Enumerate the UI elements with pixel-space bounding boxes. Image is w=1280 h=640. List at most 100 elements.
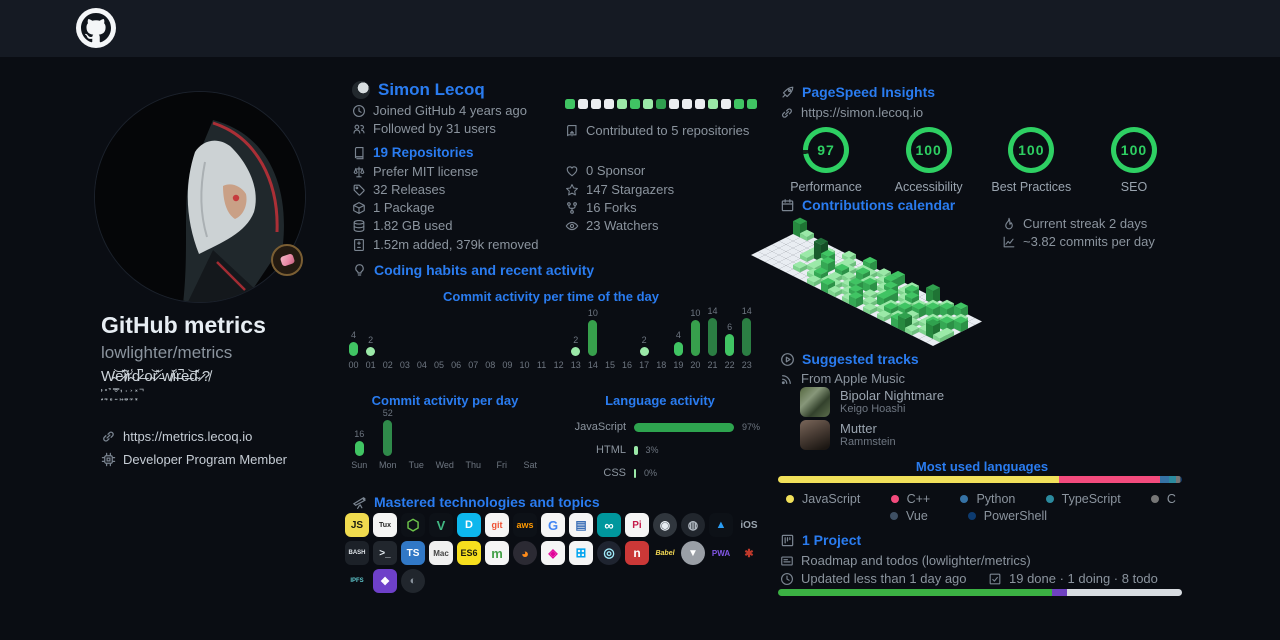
languages-legend-row-1: JavaScript C++ Python TypeScript C — [786, 492, 1176, 506]
legend-dot — [890, 495, 899, 503]
package-icon — [353, 201, 365, 214]
track-item: Bipolar Nightmare Keigo Hoashi — [800, 387, 944, 417]
arduino-icon: ∞ — [597, 513, 621, 537]
habits-header: Coding habits and recent activity — [352, 262, 594, 278]
packages-text: 1 Package — [373, 200, 435, 215]
bar-slot: 14 21 — [707, 306, 718, 370]
legend-item: JavaScript — [786, 492, 860, 506]
contribution-square — [747, 99, 757, 109]
bar-slot: Sat — [523, 460, 537, 470]
project-name-text: Roadmap and todos (lowlighter/metrics) — [801, 553, 1031, 568]
raspberry-pi-icon: Pi — [625, 513, 649, 537]
purple-app-icon: ❖ — [373, 569, 397, 593]
calendar-header: Contributions calendar — [780, 197, 955, 213]
track-artist: Keigo Hoashi — [840, 403, 906, 415]
storage-row: 1.82 GB used — [352, 218, 453, 233]
bar-slot: 12 — [553, 360, 564, 370]
octocat-icon — [81, 13, 111, 43]
bar-slot: 14 23 — [741, 306, 752, 370]
bar-slot: 16 Sun — [351, 428, 368, 470]
diff-text: 1.52m added, 379k removed — [373, 237, 539, 252]
legend-dot — [890, 512, 898, 520]
graphql-icon: ◈ — [541, 541, 565, 565]
law-icon — [353, 166, 365, 177]
language-segment — [1058, 476, 1160, 483]
membership-text: Developer Program Member — [123, 452, 288, 467]
es6-icon: ES6 — [457, 541, 481, 565]
contribution-square — [708, 99, 718, 109]
contribution-square — [695, 99, 705, 109]
sponsors-text: 0 Sponsor — [586, 163, 646, 178]
pagespeed-url[interactable]: https://simon.lecoq.io — [801, 105, 924, 120]
album-art — [800, 420, 830, 450]
play-icon — [781, 352, 794, 366]
bar-slot: 07 — [468, 360, 479, 370]
language-activity-row: CSS 0% — [603, 467, 658, 479]
pagespeed-link[interactable]: PageSpeed Insights — [802, 84, 936, 100]
pagespeed-gauges: 97 Performance 100 Accessibility 100 Best Pra… — [778, 127, 1182, 194]
bar-slot: 18 — [656, 360, 667, 370]
bar-slot: 15 — [604, 360, 615, 370]
pagespeed-url-row: https://simon.lecoq.io — [780, 105, 923, 120]
legend-item: PowerShell — [967, 509, 1047, 523]
cpu-icon — [101, 452, 116, 467]
bar-slot: 06 — [451, 360, 462, 370]
languages-title: Most used languages — [915, 459, 1049, 474]
contributed-row: Contributed to 5 repositories — [565, 123, 749, 138]
electron-icon: ◎ — [597, 541, 621, 565]
avatar-illustration — [95, 92, 305, 302]
vercel-icon: ▼ — [681, 541, 705, 565]
bar-slot: Fri — [496, 460, 508, 470]
bar-slot: 52 Mon — [378, 408, 397, 470]
website-link[interactable]: https://metrics.lecoq.io — [123, 429, 253, 444]
language-segment — [1175, 476, 1180, 483]
pagespeed-gauge: 100 SEO — [1086, 127, 1182, 194]
legend-item: C — [1150, 492, 1176, 506]
bar-slot: Thu — [465, 460, 481, 470]
track-title: Bipolar Nightmare — [840, 388, 945, 403]
music-header: Suggested tracks — [780, 351, 919, 367]
shell-icon: >_ — [373, 541, 397, 565]
contribution-square — [669, 99, 679, 109]
diff-row: 1.52m added, 379k removed — [352, 237, 539, 252]
tech-row-2: BASH >_ TS Mac ES6 m ◕ ◈ ⊞ ◎ n Babel ▼ PWA ✱ — [345, 541, 761, 565]
legend-item: C++ — [890, 492, 930, 506]
releases-text: 32 Releases — [373, 182, 446, 197]
header-bar — [0, 0, 1280, 57]
project-name-row: Roadmap and todos (lowlighter/metrics) — [780, 553, 1031, 568]
bar-slot: 11 — [536, 360, 547, 370]
pagespeed-header: PageSpeed Insights — [780, 84, 935, 100]
ios-icon: iOS — [740, 519, 758, 531]
joined-text: Joined GitHub 4 years ago — [373, 103, 527, 118]
joined-row: Joined GitHub 4 years ago — [352, 103, 527, 118]
database-icon: ▤ — [569, 513, 593, 537]
project-header: 1 Project — [780, 532, 861, 548]
streak-text: Current streak 2 days — [1023, 216, 1148, 231]
linux-icon: Tux — [373, 513, 397, 537]
average-text: ~3.82 commits per day — [1023, 234, 1155, 249]
repositories-link[interactable]: 19 Repositories — [373, 145, 474, 160]
bar-slot: 4 19 — [673, 329, 684, 370]
project-link[interactable]: 1 Project — [802, 532, 862, 548]
project-updated-text: Updated less than 1 day ago — [801, 571, 967, 586]
langact-chart-title: Language activity — [605, 393, 715, 408]
average-row: ~3.82 commits per day — [1002, 234, 1155, 249]
bio-glitch-text: ͎̺̽͒ ̠͉̊ ̻̗̉ ͍̿̐ ̤͖̓͑ ̬̳͗ ̼͙͐ ͓̦̽ ̚ — [101, 389, 144, 401]
pagespeed-gauge: 97 Performance — [778, 127, 874, 194]
user-name-link[interactable]: Simon Lecoq — [378, 80, 485, 99]
license-text: Prefer MIT license — [373, 164, 479, 179]
github-logo-icon[interactable] — [76, 8, 116, 48]
fork-icon — [567, 201, 577, 214]
language-activity-row: JavaScript 97% — [574, 421, 760, 433]
clock-icon — [353, 104, 365, 117]
habits-title: Coding habits and recent activity — [374, 262, 595, 278]
contribution-square — [643, 99, 653, 109]
contribution-square — [682, 99, 692, 109]
bar-slot: 10 14 — [587, 308, 598, 370]
mongodb-icon: m — [485, 541, 509, 565]
bar-slot: Tue — [408, 460, 424, 470]
legend-dot — [786, 495, 794, 503]
repo-icon — [354, 146, 364, 159]
rust-crab-icon: ✱ — [744, 547, 754, 560]
